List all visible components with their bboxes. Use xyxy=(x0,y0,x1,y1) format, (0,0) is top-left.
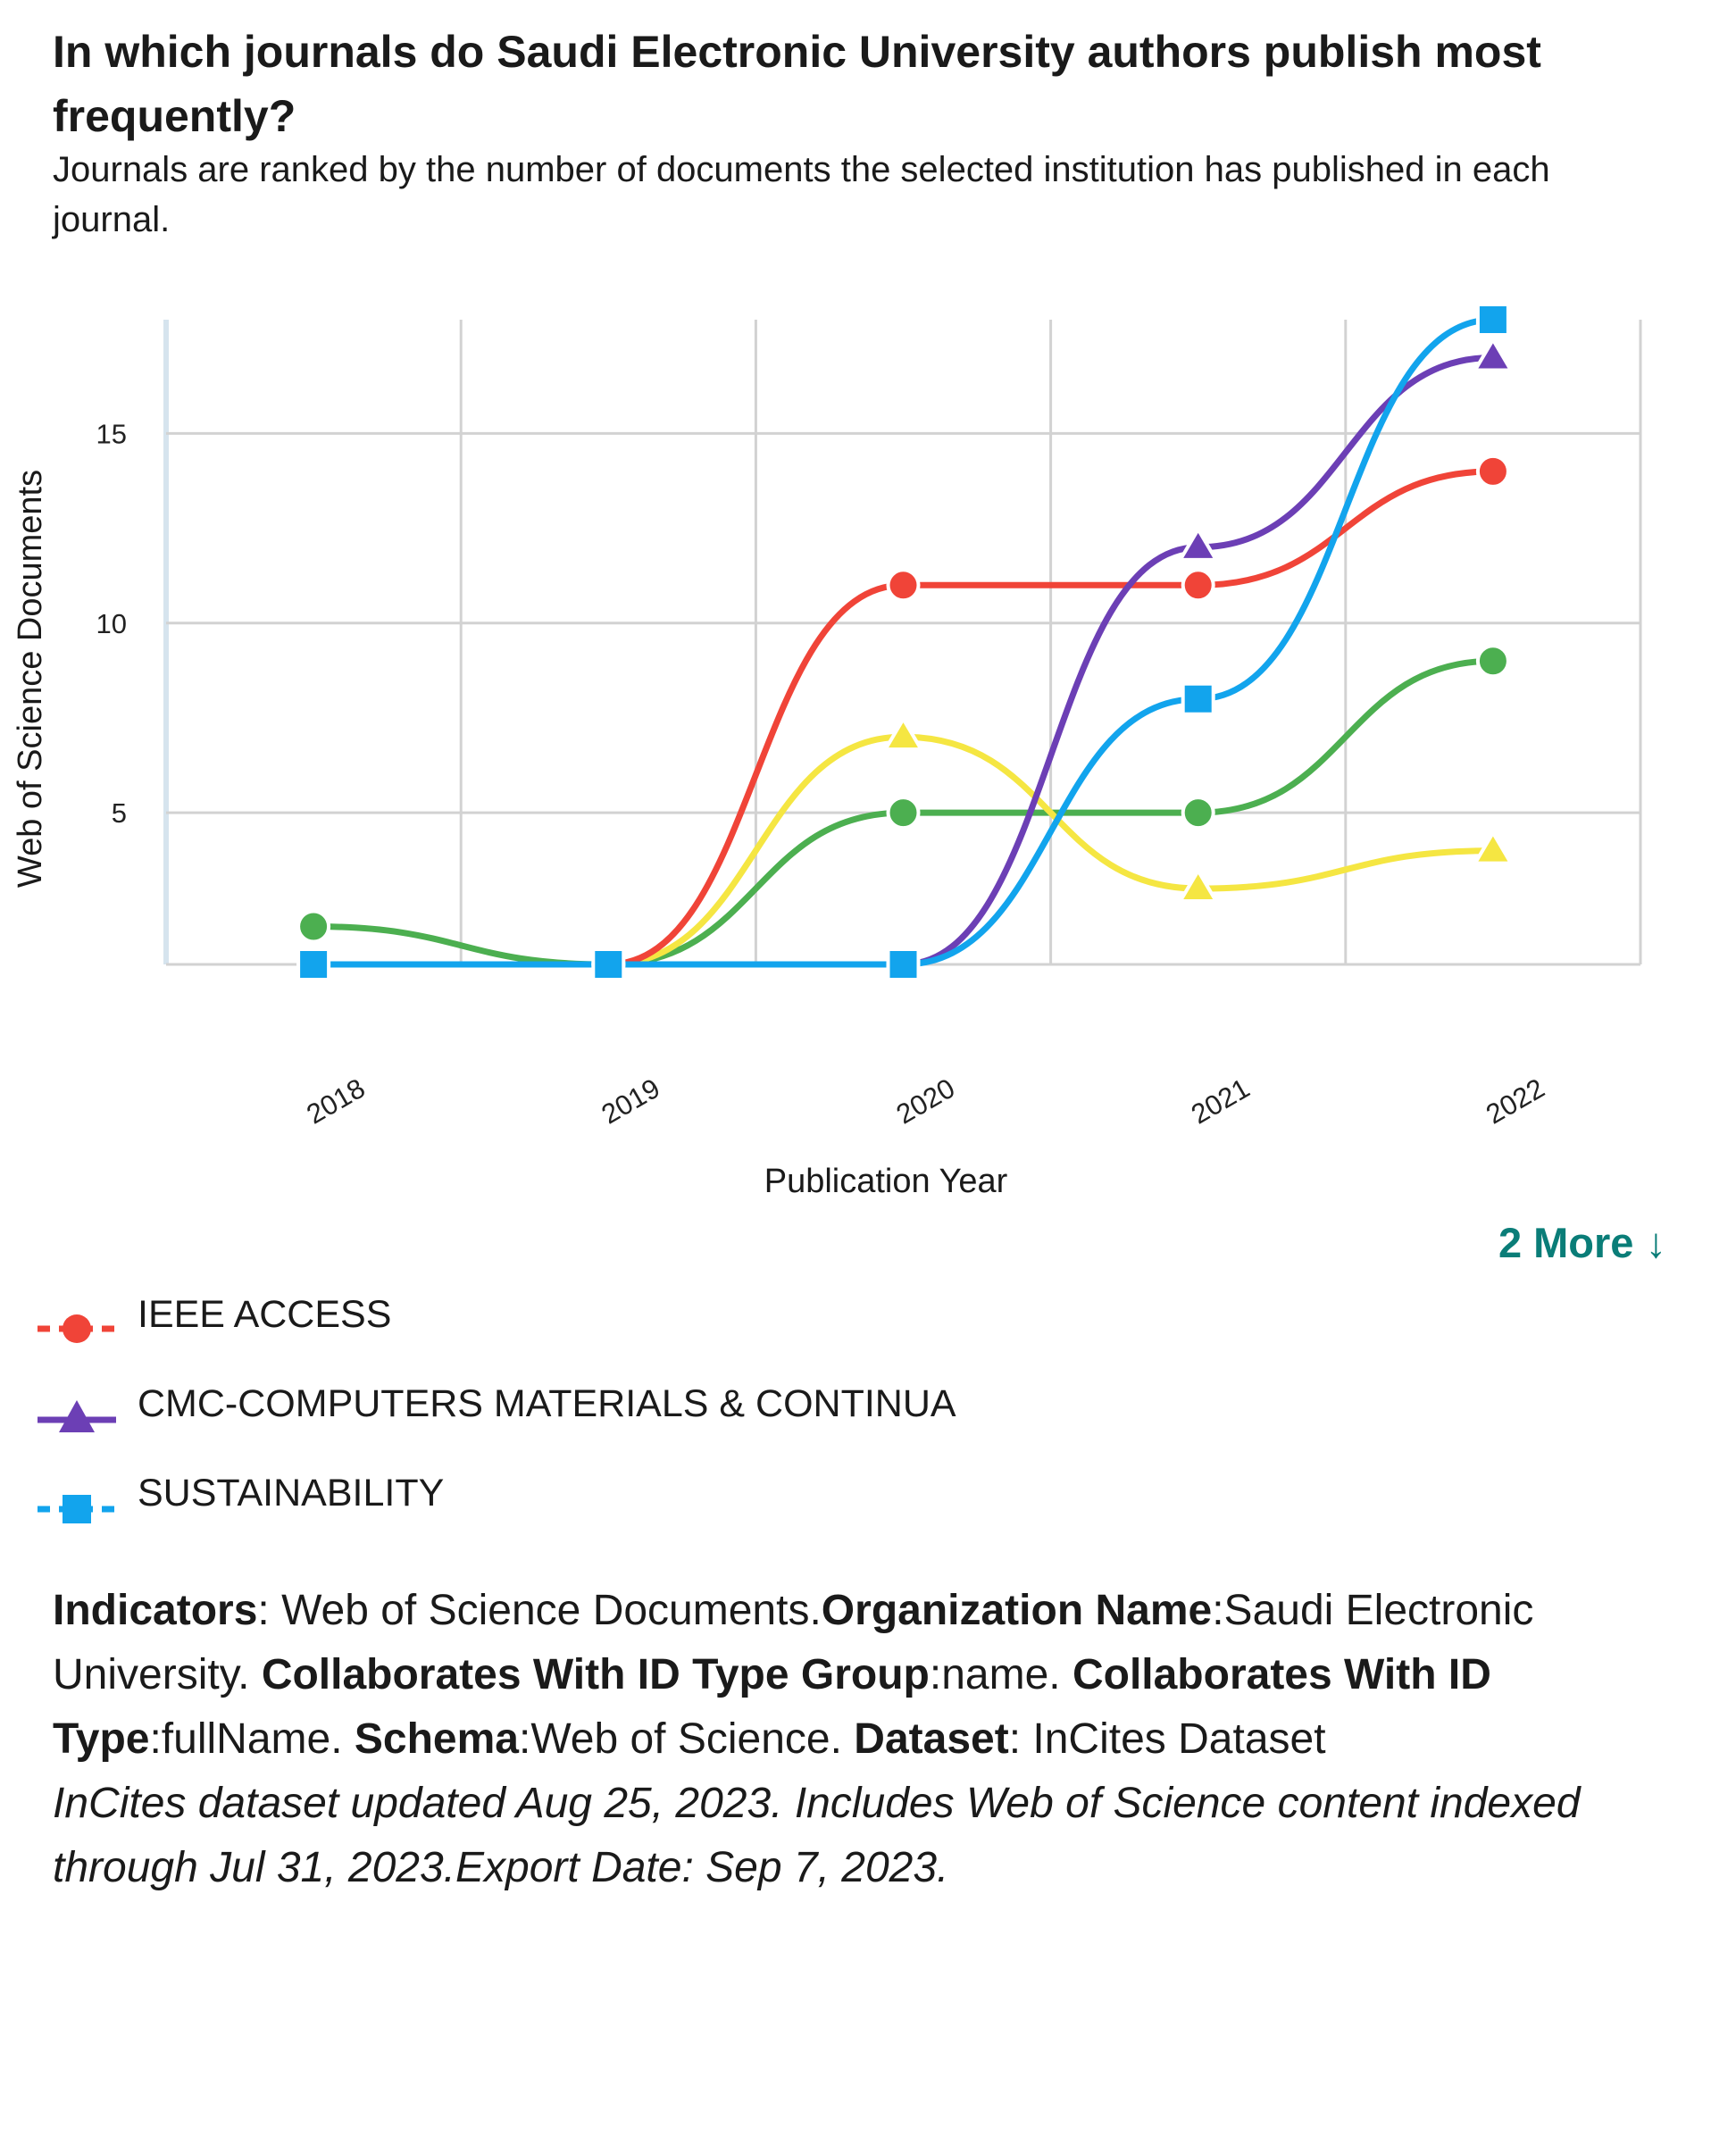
data-point-circle xyxy=(1181,568,1215,603)
data-point-square xyxy=(591,947,626,981)
data-point-circle xyxy=(296,909,331,944)
data-point-circle xyxy=(886,796,921,830)
collab-group-key: Collaborates With ID Type Group xyxy=(261,1651,930,1698)
schema-value: :Web of Science. xyxy=(518,1715,855,1763)
schema-key: Schema xyxy=(354,1715,519,1763)
data-point-triangle xyxy=(1177,525,1220,562)
chart-subtitle: Journals are ranked by the number of doc… xyxy=(53,150,1550,239)
x-tick-label: 2020 xyxy=(891,1072,960,1131)
data-point-circle xyxy=(1181,796,1215,830)
data-point-square xyxy=(886,947,921,981)
legend: IEEE ACCESS CMC-COMPUTERS MATERIALS & CO… xyxy=(34,1288,1552,1556)
legend-item-cmc[interactable]: CMC-COMPUTERS MATERIALS & CONTINUA xyxy=(34,1377,1552,1466)
data-point-circle xyxy=(1475,454,1510,488)
x-tick-label: 2022 xyxy=(1481,1072,1549,1131)
more-series-button[interactable]: 2 More ↓ xyxy=(1498,1219,1666,1266)
legend-label: IEEE ACCESS xyxy=(138,1293,392,1336)
line-chart: 5 10 15 2018 2019 2020 2021 2022 Publication Y… xyxy=(12,303,1642,1200)
dataset-value: : InCites Dataset xyxy=(1008,1715,1326,1763)
indicators-value: : Web of Science Documents. xyxy=(257,1587,822,1634)
x-axis-title: Publication Year xyxy=(764,1163,1008,1200)
y-tick-label: 10 xyxy=(96,608,127,639)
y-tick-label: 15 xyxy=(96,418,127,449)
series-line xyxy=(313,316,1493,968)
y-tick-labels: 5 10 15 xyxy=(96,418,127,829)
data-point-triangle xyxy=(1177,867,1220,904)
data-point-circle xyxy=(1475,644,1510,679)
dataset-key: Dataset xyxy=(854,1715,1009,1763)
collab-type-key: Collaborates With ID Type xyxy=(53,1651,1491,1763)
x-tick-label: 2019 xyxy=(597,1072,665,1131)
legend-item-ieee-access[interactable]: IEEE ACCESS xyxy=(34,1288,1552,1377)
organization-key: Organization Name xyxy=(821,1587,1213,1634)
x-tick-label: 2018 xyxy=(301,1072,370,1131)
legend-circle-marker-icon xyxy=(38,1314,116,1343)
x-tick-label: 2021 xyxy=(1186,1072,1255,1131)
collab-group-value: :name. xyxy=(929,1651,1072,1698)
data-point-triangle xyxy=(882,715,924,752)
legend-label: SUSTAINABILITY xyxy=(138,1472,445,1514)
collab-type-value: :fullName. xyxy=(149,1715,355,1763)
data-point-triangle xyxy=(1472,829,1515,865)
organization-value: :Saudi Electronic University. xyxy=(53,1587,1534,1698)
data-point-circle xyxy=(886,568,921,603)
dataset-note: InCites dataset updated Aug 25, 2023. In… xyxy=(53,1780,1581,1891)
data-point-square xyxy=(1475,303,1510,337)
legend-label: CMC-COMPUTERS MATERIALS & CONTINUA xyxy=(138,1382,956,1425)
x-tick-labels: 2018 2019 2020 2021 2022 xyxy=(301,1072,1549,1131)
chart-metadata: Indicators: Web of Science Documents.Org… xyxy=(53,1579,1687,1900)
series-lines xyxy=(313,316,1493,968)
y-tick-label: 5 xyxy=(112,797,127,829)
y-axis-title: Web of Science Documents xyxy=(12,470,49,888)
legend-item-sustainability[interactable]: SUSTAINABILITY xyxy=(34,1466,1552,1556)
data-point-square xyxy=(296,947,331,981)
chart-grid xyxy=(163,320,1642,966)
legend-triangle-marker-icon xyxy=(38,1400,116,1432)
series-markers xyxy=(292,303,1515,981)
chart-title: In which journals do Saudi Electronic Un… xyxy=(53,27,1541,141)
indicators-key: Indicators xyxy=(53,1587,258,1634)
series-line xyxy=(313,354,1493,968)
data-point-square xyxy=(1181,681,1215,716)
data-point-triangle xyxy=(1472,336,1515,372)
legend-square-marker-icon xyxy=(38,1495,116,1523)
series-line xyxy=(313,733,1493,968)
